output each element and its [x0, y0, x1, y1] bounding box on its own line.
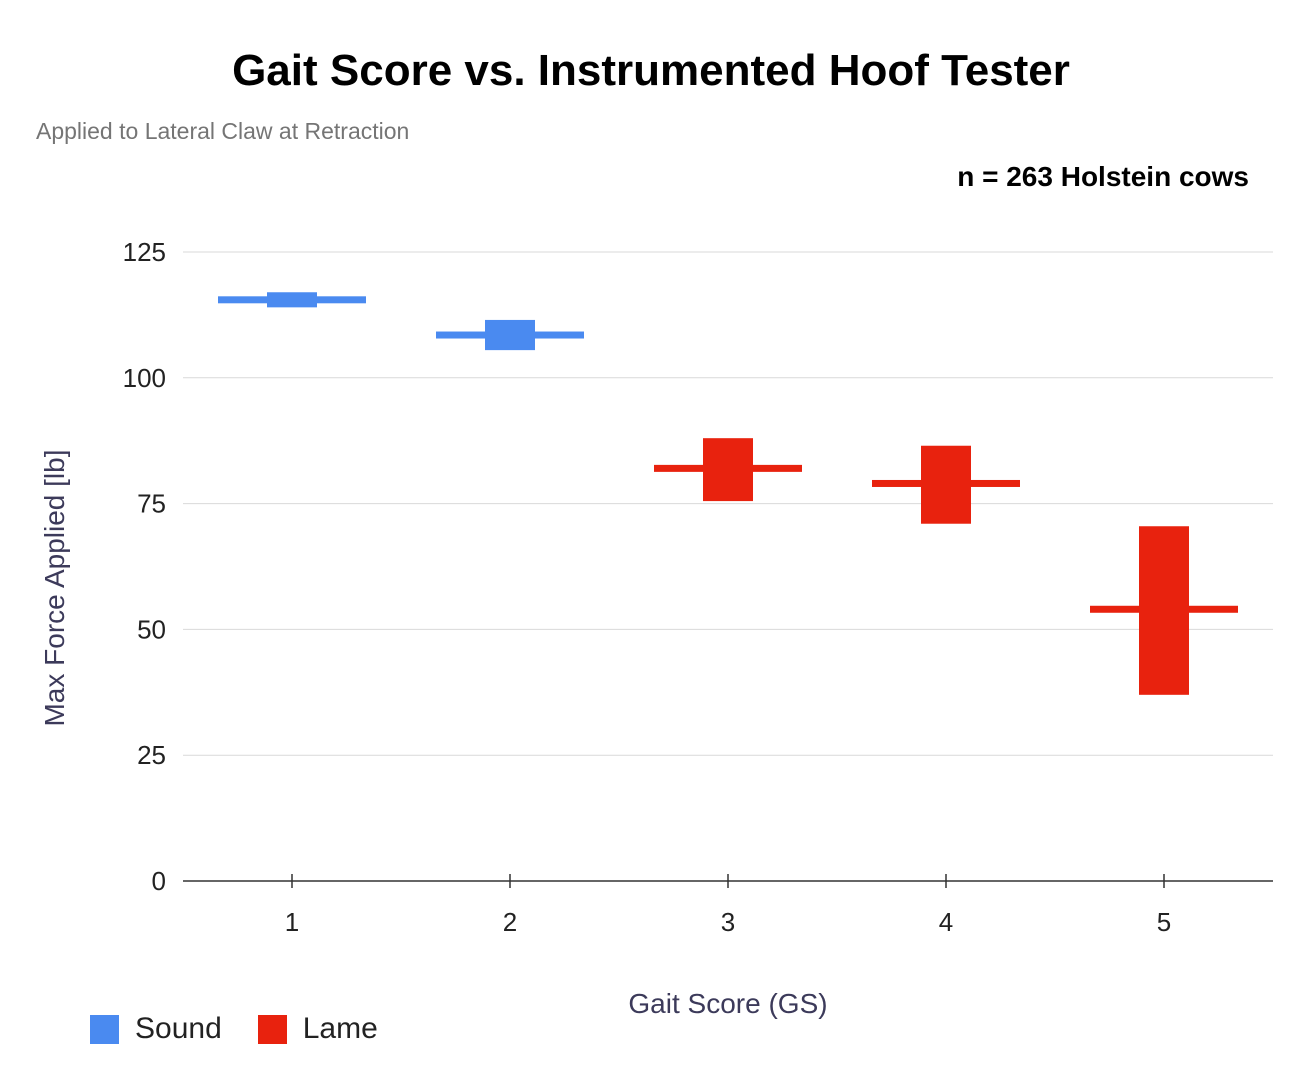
x-tick-label-3: 3	[721, 907, 735, 937]
x-axis: 1 2 3 4 5	[183, 874, 1273, 937]
legend-swatch-lame	[257, 1014, 287, 1044]
x-axis-title: Gait Score (GS)	[628, 988, 827, 1019]
chart-marks	[218, 292, 1238, 695]
y-axis-title: Max Force Applied [lb]	[39, 449, 70, 726]
chart-subtitle: Applied to Lateral Claw at Retraction	[36, 118, 410, 144]
x-tick-label-4: 4	[939, 907, 953, 937]
legend-swatch-sound	[90, 1014, 119, 1044]
x-tick-label-1: 1	[285, 907, 299, 937]
median-bar-gs-5	[1090, 605, 1238, 613]
chart-title: Gait Score vs. Instrumented Hoof Tester	[232, 46, 1070, 95]
grid-lines	[183, 251, 1273, 756]
median-bar-gs-1	[218, 296, 366, 304]
y-axis-ticks: 0 25 50 75 100 125	[123, 237, 166, 896]
y-tick-label-125: 125	[123, 237, 166, 267]
legend-label-lame: Lame	[302, 1012, 378, 1045]
sample-size-annotation: n = 263 Holstein cows	[957, 161, 1249, 192]
x-tick-label-5: 5	[1157, 907, 1171, 937]
median-bar-gs-3	[654, 464, 802, 472]
x-tick-label-2: 2	[503, 907, 517, 937]
y-tick-label-50: 50	[137, 614, 166, 644]
median-bar-gs-2	[436, 331, 584, 339]
median-bar-gs-4	[872, 479, 1020, 487]
legend-label-sound: Sound	[135, 1012, 222, 1045]
legend-item-lame: Lame	[257, 1012, 378, 1046]
y-tick-label-100: 100	[123, 363, 166, 393]
y-tick-label-0: 0	[152, 866, 166, 896]
legend-item-sound: Sound	[90, 1012, 222, 1046]
y-tick-label-75: 75	[137, 489, 166, 519]
y-tick-label-25: 25	[137, 740, 166, 770]
legend: Sound Lame	[90, 1012, 414, 1046]
